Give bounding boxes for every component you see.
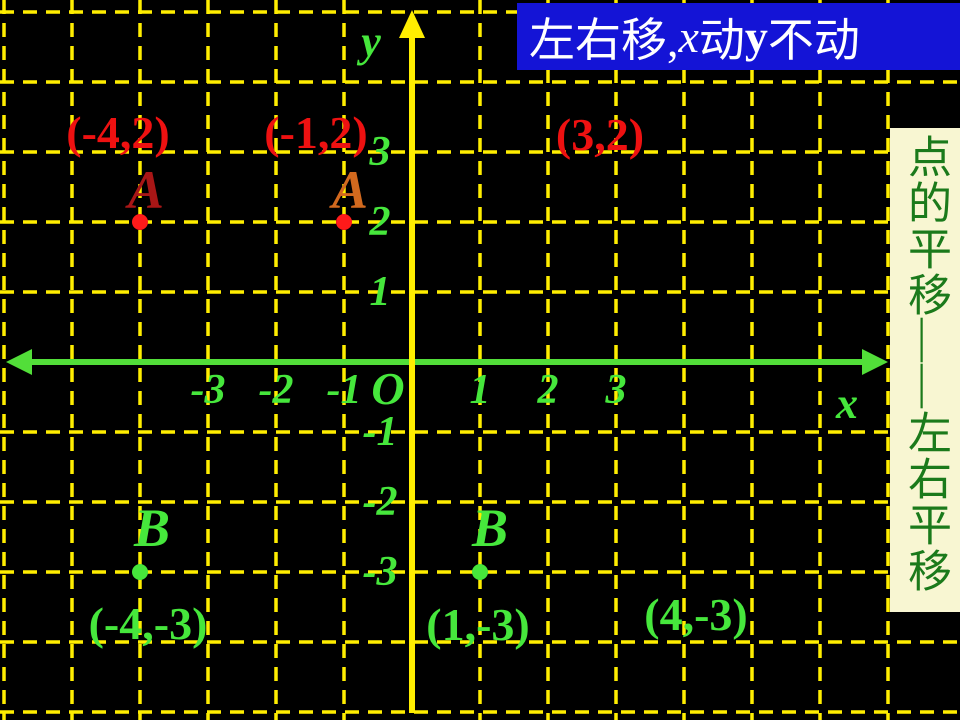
y-tick-label: -3 xyxy=(362,549,398,595)
banner-text: 动 xyxy=(698,14,745,66)
point-coord-label: (-4,2) xyxy=(66,107,170,158)
point-coord-label: (-4,-3) xyxy=(88,598,208,649)
banner-text: x xyxy=(678,11,699,62)
y-axis-arrow xyxy=(399,10,425,38)
banner-text: y xyxy=(744,11,768,62)
x-axis-arrow-right xyxy=(862,349,888,375)
x-tick-label: -3 xyxy=(190,367,226,413)
x-tick-label: -1 xyxy=(326,367,362,413)
x-tick-label: 2 xyxy=(537,367,559,413)
point-dot xyxy=(472,564,488,580)
origin-label: O xyxy=(371,363,405,414)
y-axis-label: y xyxy=(361,17,381,66)
y-tick-label: -1 xyxy=(362,409,398,455)
banner: 左右移, x 动 y 不动 xyxy=(517,3,960,70)
point-coord-label: (4,-3) xyxy=(644,589,748,640)
y-tick-label: 3 xyxy=(369,129,391,175)
x-tick-label: 1 xyxy=(469,367,491,413)
x-axis-arrow-left xyxy=(6,349,32,375)
banner-text: 左右移, xyxy=(529,14,679,66)
x-axis-label: x xyxy=(836,379,858,428)
x-tick-label: -2 xyxy=(258,367,294,413)
x-tick-label: 3 xyxy=(605,367,627,413)
point-name-label: B xyxy=(133,498,171,558)
point-name-label: A xyxy=(331,160,369,220)
y-tick-label: -2 xyxy=(362,479,398,525)
point-dot xyxy=(336,214,352,230)
point-name-label: B xyxy=(471,498,509,558)
point-coord-label: (-1,2) xyxy=(264,107,368,158)
point-dot xyxy=(132,564,148,580)
side-caption: 点的平移——左右平移 xyxy=(890,128,960,612)
point-coord-label: (3,2) xyxy=(555,109,645,160)
y-tick-label: 1 xyxy=(369,269,391,315)
y-tick-label: 2 xyxy=(369,199,391,245)
point-name-label: A xyxy=(127,160,165,220)
banner-text: 不动 xyxy=(767,14,860,66)
point-coord-label: (1,-3) xyxy=(426,599,530,650)
point-dot xyxy=(132,214,148,230)
